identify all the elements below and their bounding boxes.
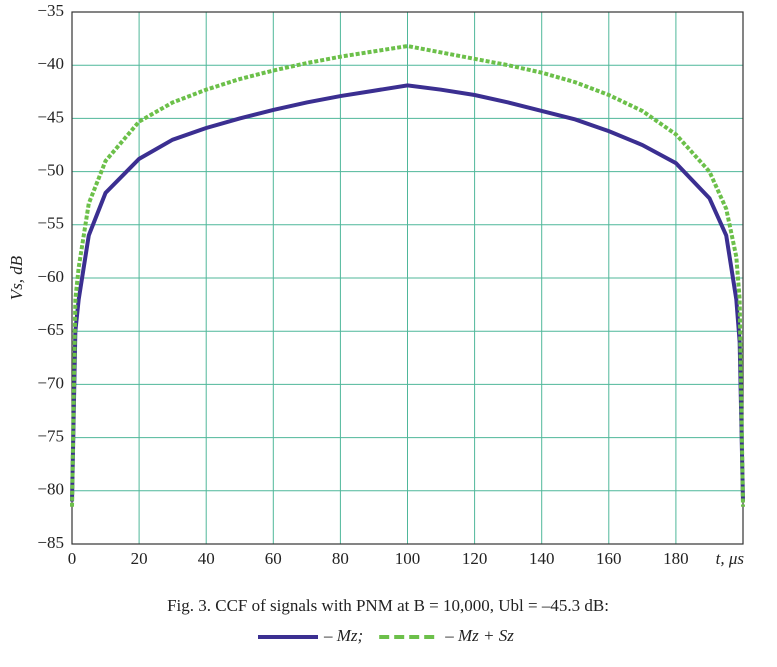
y-tick-label: −55 bbox=[37, 214, 64, 233]
y-tick-label: −80 bbox=[37, 480, 64, 499]
x-tick-label: 140 bbox=[529, 549, 555, 568]
x-tick-label: 100 bbox=[395, 549, 421, 568]
x-tick-label: 60 bbox=[265, 549, 282, 568]
y-tick-label: −50 bbox=[37, 161, 64, 180]
line-series bbox=[70, 83, 745, 502]
x-tick-label: 80 bbox=[332, 549, 349, 568]
line-series bbox=[70, 44, 745, 507]
x-tick-label: 0 bbox=[68, 549, 77, 568]
y-tick-label: −70 bbox=[37, 373, 64, 392]
y-axis-label: Vs, dB bbox=[7, 255, 26, 300]
legend-label: – Mz + Sz bbox=[444, 626, 514, 645]
caption: Fig. 3. CCF of signals with PNM at B = 1… bbox=[167, 596, 609, 615]
x-tick-label: 40 bbox=[198, 549, 215, 568]
y-tick-label: −35 bbox=[37, 1, 64, 20]
plot-frame bbox=[71, 11, 744, 545]
y-tick-label: −45 bbox=[37, 107, 64, 126]
x-tick-label: 160 bbox=[596, 549, 622, 568]
x-tick-label: 120 bbox=[462, 549, 488, 568]
x-tick-label: 20 bbox=[131, 549, 148, 568]
y-tick-label: −60 bbox=[37, 267, 64, 286]
y-tick-label: −85 bbox=[37, 533, 64, 552]
y-tick-label: −40 bbox=[37, 54, 64, 73]
legend-label: – Mz; bbox=[323, 626, 363, 645]
y-tick-label: −65 bbox=[37, 320, 64, 339]
x-tick-label: 180 bbox=[663, 549, 689, 568]
y-tick-label: −75 bbox=[37, 427, 64, 446]
x-axis-label: t, μs bbox=[716, 549, 745, 568]
